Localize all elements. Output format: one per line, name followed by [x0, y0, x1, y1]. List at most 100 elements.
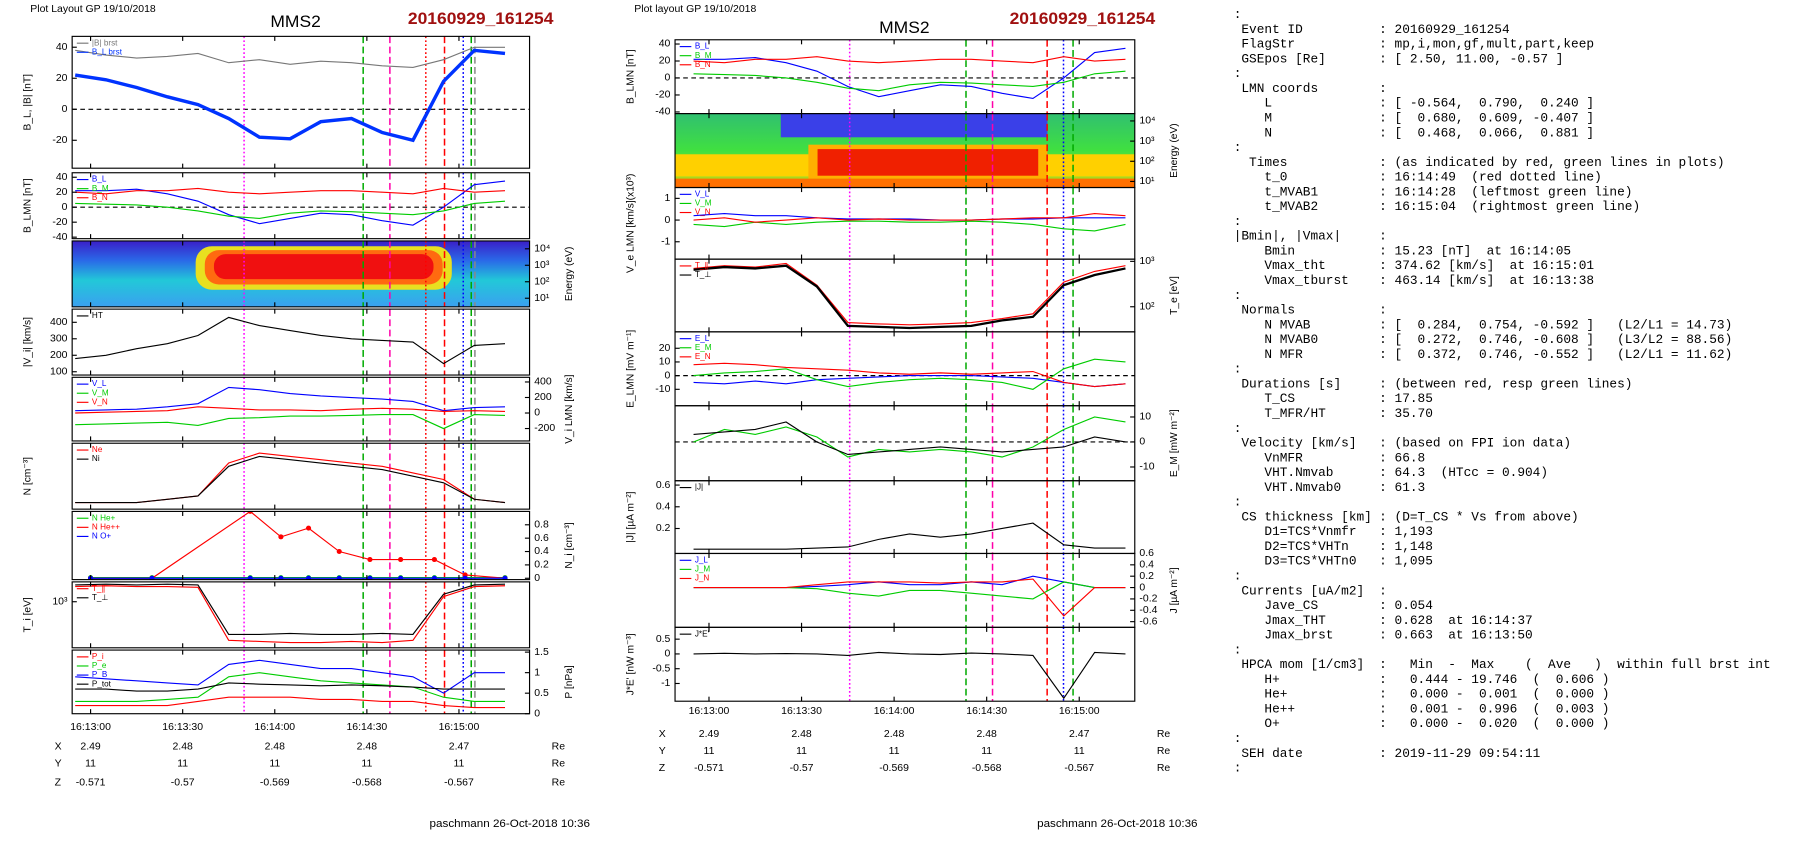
y-axis-label: E_LMN [mV m⁻¹]	[625, 330, 636, 408]
event-id: 20160929_161254	[1010, 8, 1156, 28]
legend-label: V_M	[92, 388, 109, 397]
series-line	[693, 212, 1126, 223]
info-key: Jmax_brst	[1234, 628, 1334, 643]
series-point	[305, 575, 312, 580]
position-value: 11	[704, 746, 715, 757]
info-key: D1=TCS*Vnmfr	[1234, 524, 1357, 539]
info-value: : [ 2.50, 11.00, -0.57 ]	[1379, 52, 1563, 67]
info-value: : 2019-11-29 09:54:11	[1379, 746, 1540, 761]
info-key: He+	[1234, 687, 1288, 702]
info-value: : [ 0.272, 0.746, -0.608 ] (L3/L2 = 88.5…	[1379, 332, 1732, 347]
info-value: :	[1234, 362, 1242, 377]
series-point	[247, 575, 253, 580]
info-key: D2=TCS*VHTn	[1234, 539, 1349, 554]
y-tick-label: 1	[534, 667, 540, 678]
y-tick-label: 20	[659, 343, 671, 354]
info-value: :	[1234, 569, 1242, 584]
position-value: 2.48	[791, 729, 812, 740]
series-point	[367, 575, 373, 580]
y-tick-label: 0.4	[656, 502, 671, 513]
series-line	[693, 651, 1126, 700]
panel	[75, 581, 506, 648]
position-value: -0.568	[972, 763, 1002, 774]
info-key: T_MFR/HT	[1234, 406, 1327, 421]
legend-label: P_tot	[92, 679, 112, 688]
y-tick-label: 1	[665, 193, 671, 204]
info-value: : 17.85	[1379, 391, 1433, 406]
y-tick-label: 10³	[1139, 256, 1155, 267]
info-value: :	[1234, 7, 1242, 22]
legend-label: V_N	[92, 397, 108, 406]
panel-frame	[674, 626, 1136, 702]
y-tick-label: 10²	[534, 277, 550, 288]
info-key: Jave_CS	[1234, 598, 1318, 613]
legend-label: P_i	[92, 652, 104, 661]
position-value: -0.571	[694, 763, 724, 774]
x-tick-label: 16:15:00	[439, 722, 480, 733]
legend-label: P_e	[92, 661, 107, 670]
position-value: -0.569	[879, 763, 909, 774]
header: Plot Layout GP 19/10/2018	[30, 4, 156, 15]
spectrogram-band	[780, 113, 1048, 138]
panel-frame	[674, 480, 1136, 555]
y-tick-label: 40	[56, 42, 68, 53]
info-key: VHT.Nmvab	[1234, 465, 1334, 480]
panel-frame	[71, 376, 531, 442]
info-value: :	[1234, 421, 1242, 436]
y-tick-label: 10¹	[1139, 176, 1155, 187]
series-line	[693, 421, 1126, 456]
info-value: : (between red, resp green lines)	[1379, 377, 1632, 392]
info-value: : 1,148	[1379, 539, 1433, 554]
y-tick-label: 400	[534, 377, 552, 388]
legend-label: V_L	[92, 379, 107, 388]
y-axis-label: B_LMN [nT]	[23, 178, 34, 233]
info-key: L	[1234, 96, 1272, 111]
legend-label: B_L brst	[92, 47, 123, 56]
info-key: Normals	[1234, 303, 1295, 318]
panel-frame	[71, 35, 531, 169]
y-tick-label: 400	[50, 317, 68, 328]
info-value: : [ 0.468, 0.066, 0.881 ]	[1379, 125, 1594, 140]
legend-label: B_L	[695, 42, 710, 51]
info-value: : 20160929_161254	[1379, 22, 1509, 37]
panel	[75, 650, 506, 714]
info-value: : (based on FPI ion data)	[1379, 436, 1571, 451]
info-value: : 16:15:04 (rightmost green line)	[1379, 199, 1640, 214]
position-value: 11	[85, 759, 96, 770]
info-value: : 1,193	[1379, 524, 1433, 539]
info-key: N MVAB0	[1234, 332, 1318, 347]
position-label: Y	[659, 746, 666, 757]
y-tick-label: 10³	[1139, 136, 1155, 147]
y-tick-label: 10¹	[534, 293, 550, 304]
position-value: 11	[177, 759, 188, 770]
position-value: 2.48	[265, 741, 286, 752]
legend-label: V_L	[695, 190, 710, 199]
series-line	[693, 262, 1126, 326]
y-tick-label: 10⁴	[1139, 116, 1155, 127]
info-value: :	[1379, 81, 1387, 96]
series-line	[75, 455, 506, 504]
panel-frame	[71, 308, 531, 376]
y-tick-label: -0.6	[1139, 616, 1157, 627]
info-value: : 0.663 at 16:13:50	[1379, 628, 1533, 643]
y-tick-label: 0	[1139, 437, 1145, 448]
info-value: : 66.8	[1379, 450, 1425, 465]
y-axis-label: V_e LMN [km/s](x10³)	[625, 174, 636, 273]
series-point	[149, 575, 155, 580]
position-value: 2.48	[172, 741, 193, 752]
x-tick-label: 16:13:30	[162, 722, 203, 733]
y-axis-label: N_i [cm⁻³]	[564, 522, 575, 568]
series-line	[693, 70, 1126, 92]
series-line	[693, 358, 1126, 390]
info-key: t_MVAB1	[1234, 185, 1318, 200]
position-value: 11	[889, 746, 900, 757]
position-value: 2.48	[976, 729, 997, 740]
info-key: VHT.Nmvab0	[1234, 480, 1341, 495]
position-value: 11	[269, 759, 280, 770]
panel-frame	[71, 581, 531, 649]
y-tick-label: 10³	[534, 260, 550, 271]
series-line	[75, 696, 506, 709]
panel	[72, 36, 530, 169]
info-value: : 463.14 [km/s] at 16:13:38	[1379, 273, 1594, 288]
info-key: SEH date	[1234, 746, 1303, 761]
